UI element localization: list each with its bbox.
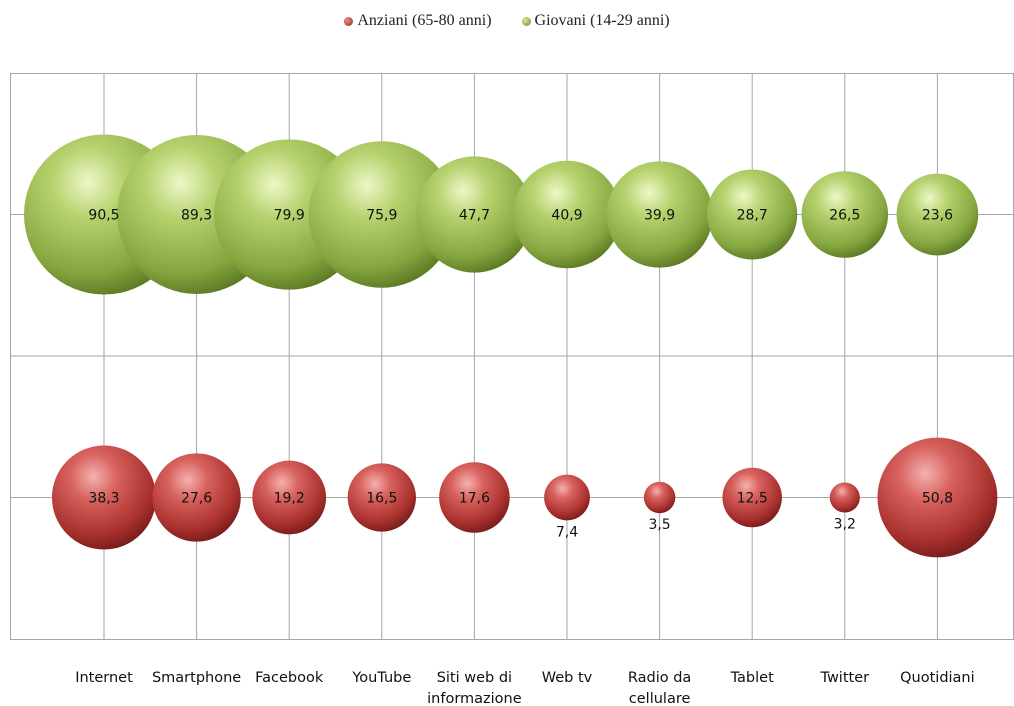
x-tick-label: Facebook: [255, 670, 324, 686]
x-tick-label: Siti web di informazione: [427, 670, 522, 706]
data-label-giovani: 28,7: [737, 208, 768, 224]
data-label-giovani: 23,6: [922, 208, 953, 224]
bubble-anziani: [829, 482, 860, 513]
x-tick-label: Tablet: [730, 670, 774, 686]
x-tick-label: Quotidiani: [900, 670, 975, 686]
x-tick-label: Web tv: [542, 670, 593, 686]
bubble-anziani: [722, 467, 782, 528]
bubble-anziani: [347, 463, 416, 532]
data-label-anziani: 16,5: [366, 491, 397, 507]
bubble-giovani: [308, 141, 456, 288]
bubble-anziani: [51, 445, 157, 550]
data-label-giovani: 40,9: [551, 208, 582, 224]
bubble-giovani: [606, 161, 713, 268]
bubble-giovani: [801, 171, 889, 258]
legend-label-giovani: Giovani (14-29 anni): [534, 12, 670, 29]
data-label-anziani: 12,5: [737, 491, 768, 507]
legend-marker-giovani: [521, 16, 531, 26]
bubble-anziani: [643, 481, 676, 514]
bubble-giovani: [707, 169, 798, 260]
data-label-anziani: 50,8: [922, 491, 953, 507]
legend-label-anziani: Anziani (65-80 anni): [357, 12, 492, 29]
data-label-giovani: 79,9: [274, 208, 305, 224]
bubble-giovani: [416, 156, 533, 273]
data-label-anziani: 3,2: [834, 517, 856, 533]
data-label-anziani: 27,6: [181, 491, 212, 507]
x-tick-label: YouTube: [351, 670, 411, 686]
x-tick-label: Internet: [75, 670, 133, 686]
data-label-anziani: 7,4: [556, 524, 578, 540]
data-label-anziani: 17,6: [459, 491, 490, 507]
x-tick-label: Twitter: [819, 670, 869, 686]
data-label-anziani: 19,2: [274, 491, 305, 507]
bubble-giovani: [513, 160, 621, 269]
x-tick-label: Radio da cellulare: [628, 670, 691, 706]
data-label-giovani: 89,3: [181, 208, 212, 224]
data-label-anziani: 38,3: [88, 491, 119, 507]
bubble-anziani: [152, 453, 241, 542]
data-label-giovani: 47,7: [459, 208, 490, 224]
data-label-giovani: 26,5: [829, 208, 860, 224]
data-label-anziani: 3,5: [648, 517, 670, 533]
bubble-giovani: [896, 173, 979, 256]
bubble-anziani: [252, 460, 327, 535]
x-tick-label: Smartphone: [152, 670, 241, 686]
data-label-giovani: 75,9: [366, 208, 397, 224]
legend-marker-anziani: [344, 16, 354, 26]
legend: Anziani (65-80 anni) Giovani (14-29 anni…: [0, 12, 1014, 30]
bubble-anziani: [877, 437, 998, 558]
data-label-giovani: 39,9: [644, 208, 675, 224]
bubble-anziani: [544, 474, 590, 521]
data-label-giovani: 90,5: [88, 208, 119, 224]
legend-item-anziani: Anziani (65-80 anni): [344, 12, 492, 30]
bubble-anziani: [439, 462, 510, 533]
legend-item-giovani: Giovani (14-29 anni): [521, 12, 670, 30]
